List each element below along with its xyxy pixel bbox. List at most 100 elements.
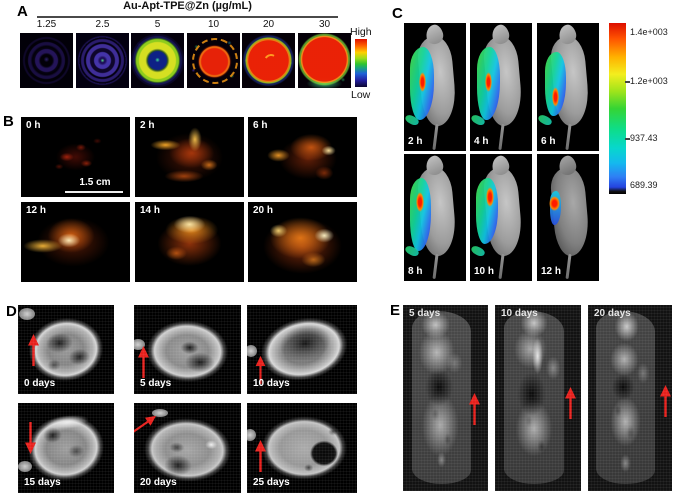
tumor-arrow-icon <box>138 346 149 378</box>
timepoint-label: 14 h <box>140 205 161 216</box>
mri-axial-10days: 10 days <box>247 305 357 394</box>
mri-axial-20days: 20 days <box>134 403 241 493</box>
mri-sagittal-5days: 5 days <box>403 305 488 491</box>
mri-axial-15days: 15 days <box>18 403 114 493</box>
panel-b-letter: B <box>3 113 14 130</box>
fluorescence-image-0h: 0 h 1.5 cm <box>21 117 130 197</box>
panel-a-letter: A <box>17 3 28 20</box>
mouse-imaging-10h: 10 h <box>470 154 532 281</box>
mouse-body-scan <box>503 310 564 484</box>
timepoint-label: 4 h <box>474 136 489 147</box>
fluorescence-well-image <box>187 33 240 88</box>
tumor-arrow-icon <box>28 334 39 366</box>
mouse-tail <box>498 124 506 150</box>
fluorescence-image-12h: 12 h <box>21 202 130 282</box>
timepoint-label: 2 h <box>140 120 155 131</box>
timepoint-label: 10 days <box>501 308 538 319</box>
concentration-label: 10 <box>207 19 220 30</box>
timepoint-label: 10 days <box>253 378 290 389</box>
mri-axial-0days: 0 days <box>18 305 114 394</box>
fluorescence-image-6h: 6 h <box>248 117 357 197</box>
signal-overlay <box>409 178 432 251</box>
signal-overlay-leg <box>470 244 486 258</box>
mouse-imaging-6h: 6 h <box>537 23 599 151</box>
timepoint-label: 12 h <box>26 205 47 216</box>
fluorescence-image-20h: 20 h <box>248 202 357 282</box>
mouse-imaging-4h: 4 h <box>470 23 532 151</box>
colorbar-low-label: Low <box>351 89 371 101</box>
scale-bar-label: 1.5 cm <box>79 177 111 188</box>
timepoint-label: 0 days <box>24 378 56 389</box>
mri-sagittal-20days: 20 days <box>588 305 672 491</box>
mouse-body-scan <box>596 310 656 484</box>
signal-hotspot <box>484 71 493 93</box>
tumor-arrow-icon <box>134 415 157 433</box>
colorbar-tick-mark <box>625 81 630 83</box>
colorbar-tick-label: 689.39 <box>630 180 658 190</box>
colorbar-high-label: High <box>350 26 372 38</box>
tumor-bump <box>18 461 32 472</box>
fluorescence-well-image <box>20 33 73 88</box>
panel-e-letter: E <box>390 302 401 319</box>
timepoint-label: 5 days <box>409 308 441 319</box>
timepoint-label: 20 days <box>140 477 177 488</box>
colorbar-tick-mark <box>625 138 630 140</box>
fluorescence-image-14h: 14 h <box>135 202 244 282</box>
colorbar-tick-label: 937.43 <box>630 133 658 143</box>
fluorescence-well-image <box>76 33 129 88</box>
timepoint-label: 12 h <box>541 266 562 277</box>
timepoint-label: 0 h <box>26 120 41 131</box>
fluorescence-well-image <box>242 33 295 88</box>
timepoint-label: 20 h <box>253 205 274 216</box>
colorbar-tick-label: 1.4e+003 <box>630 27 668 37</box>
colorbar-tick-label: 1.2e+003 <box>630 76 668 86</box>
signal-overlay <box>545 52 566 117</box>
concentration-label: 1.25 <box>36 19 57 30</box>
tumor-bump <box>134 339 145 350</box>
signal-hotspot <box>486 187 494 208</box>
mri-cross-section <box>247 403 357 493</box>
tumor-arrow-icon <box>25 422 36 454</box>
signal-overlay-leg <box>537 113 553 128</box>
fluorescence-well-image <box>131 33 184 88</box>
tumor-arrow-icon <box>565 387 576 419</box>
mouse-imaging-2h: 2 h <box>404 23 466 151</box>
timepoint-label: 25 days <box>253 477 290 488</box>
timepoint-label: 6 h <box>541 136 556 147</box>
mouse-tail <box>498 254 506 280</box>
timepoint-label: 2 h <box>408 136 423 147</box>
mri-axial-25days: 25 days <box>247 403 357 493</box>
mouse-tail <box>565 254 573 280</box>
mouse-tail <box>432 254 440 280</box>
timepoint-label: 10 h <box>474 266 495 277</box>
timepoint-label: 6 h <box>253 120 268 131</box>
concentration-label: 5 <box>154 19 161 30</box>
fluorescence-well-image <box>298 33 351 88</box>
concentration-label: 2.5 <box>95 19 110 30</box>
timepoint-label: 8 h <box>408 266 423 277</box>
bracket-line <box>37 16 338 18</box>
timepoint-label: 5 days <box>140 378 172 389</box>
tumor-bump <box>247 345 257 357</box>
mouse-tail <box>432 124 440 150</box>
concentration-label: 20 <box>262 19 275 30</box>
signal-hotspot <box>551 87 560 108</box>
mri-sagittal-10days: 10 days <box>495 305 581 491</box>
tumor-bump <box>19 308 35 320</box>
tumor-bump <box>247 429 256 441</box>
scale-bar <box>65 191 123 193</box>
timepoint-label: 15 days <box>24 477 61 488</box>
tumor-bump <box>152 409 168 417</box>
mri-axial-5days: 5 days <box>134 305 241 394</box>
panel-c-letter: C <box>392 5 403 22</box>
mouse-imaging-12h: 12 h <box>537 154 599 281</box>
fluorescence-image-2h: 2 h <box>135 117 244 197</box>
mouse-tail <box>565 124 573 150</box>
mouse-imaging-8h: 8 h <box>404 154 466 281</box>
signal-hotspot <box>418 71 427 93</box>
tumor-arrow-icon <box>660 385 671 417</box>
intensity-colorbar <box>355 39 367 87</box>
tumor-arrow-icon <box>255 440 266 472</box>
mouse-body-scan <box>411 310 471 484</box>
